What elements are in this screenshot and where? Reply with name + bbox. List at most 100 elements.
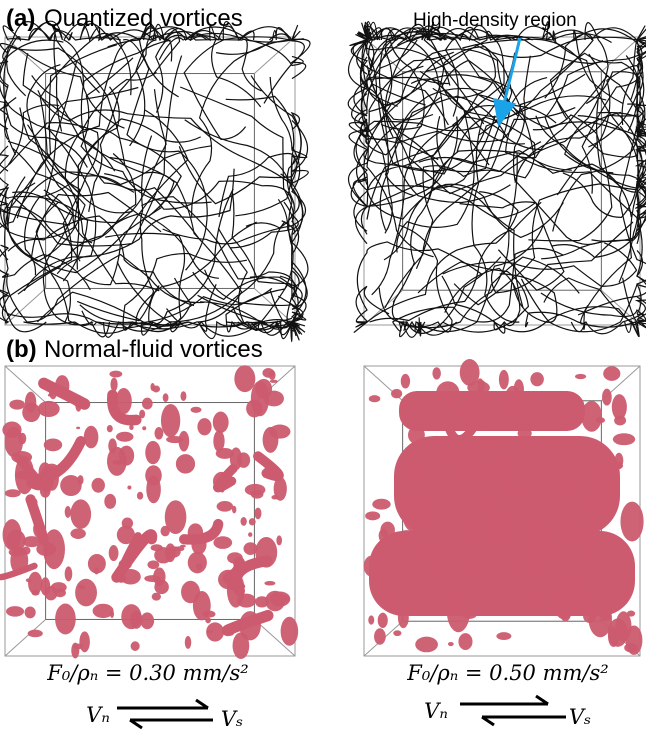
vortex-line [76,135,155,322]
velocity-label: Vₙ [86,703,110,727]
fluid-blob [271,495,279,500]
fluid-blob [612,433,636,446]
fluid-tube [459,543,501,573]
fluid-blob [212,411,229,434]
fluid-blob [110,377,118,392]
fluid-blob [450,453,472,479]
vortex-line [279,261,307,324]
fluid-blob [517,428,532,439]
fluid-blob [43,438,63,452]
fluid-blob [60,475,82,497]
vortex-line [444,24,582,117]
vortex-line [19,107,160,292]
fluid-blob [6,529,26,552]
fluid-blob [494,534,506,547]
fluid-blob [625,625,643,655]
vortex-line [80,39,171,193]
vortex-line [528,114,613,242]
vortex-line [352,22,449,126]
vortex-line [378,39,496,189]
fluid-blob [603,366,621,381]
vortex-line [414,256,580,333]
fluid-blob [378,528,389,543]
vortex-line [218,152,296,218]
vortex-line [2,25,88,168]
fluid-blob [136,491,144,500]
vortex-line [7,153,137,243]
fluid-blob [561,519,581,545]
fluid-blob [160,404,181,438]
vortex-line [552,53,640,232]
fluid-blob [399,391,585,431]
fluid-blob [602,388,612,406]
fluid-blob [402,502,425,532]
vortex-line [35,201,111,338]
vortex-line [355,241,482,324]
fluid-tube [230,555,273,597]
fluid-blob [595,417,606,424]
box-edge [254,619,296,657]
vortex-line [348,96,441,208]
fluid-blob [106,424,113,433]
fluid-blob [280,616,299,646]
fluid-blob [459,359,480,386]
fluid-blob [47,393,53,397]
fluid-blob [72,643,83,650]
vortex-line [377,95,607,172]
vortex-line [556,64,645,196]
fluid-blob [112,459,123,465]
vortex-line [140,305,260,336]
fluid-blob [458,633,473,651]
vortex-line [260,270,307,336]
vortex-line [88,35,166,213]
vortex-line [369,30,535,155]
fluid-tube [179,518,224,545]
fluid-blob [372,498,391,510]
fluid-blob [142,397,153,410]
vortex-line [249,119,309,289]
vortex-line [366,21,446,106]
fluid-blob [608,626,619,648]
fluid-blob [446,589,471,633]
vortex-line [541,184,646,260]
vortex-line [189,25,262,108]
fluid-blob [190,406,202,413]
fluid-blob [151,592,162,601]
fluid-blob [533,521,552,553]
vortex-line [384,27,512,110]
vortex-line [366,185,524,308]
vortex-line [618,104,646,315]
velocity-arrows [117,698,213,730]
fluid-blob [92,603,114,619]
fluid-blob [264,580,276,586]
vortex-line [197,284,293,340]
fluid-blob [447,641,454,647]
fluid-blob [460,442,474,453]
fluid-blob [64,505,71,518]
vortex-line [425,30,612,73]
vortex-line [76,118,201,270]
fluid-blob [31,589,40,596]
box-edge [4,36,46,74]
vortex-line [396,70,475,253]
fluid-tube [33,436,87,485]
vortex-line [459,201,565,291]
fluid-blob [5,606,25,617]
fluid-blob [406,461,429,478]
fluid-blob [612,461,624,470]
fluid-blob [18,432,27,445]
annotation: High-density region [413,10,577,31]
vortex-line [348,116,459,175]
fluid-blob [130,610,143,629]
fluid-tube [465,380,486,418]
fluid-blob [254,507,262,520]
fluid-blob [579,487,586,494]
fluid-blob [374,628,386,645]
annotation-arrow [493,37,522,127]
vortex-line [31,75,175,209]
fluid-blob [386,593,398,610]
fluid-blob [262,368,275,378]
fluid-blob [70,499,92,529]
vortex-line [365,73,586,145]
fluid-blob [142,426,147,431]
